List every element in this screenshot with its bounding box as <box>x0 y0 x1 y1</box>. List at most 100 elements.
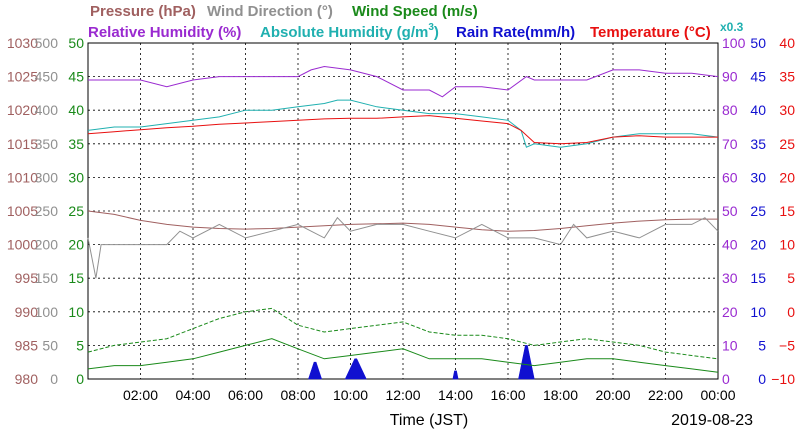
legend-temperature: Temperature (°C) <box>590 24 711 41</box>
rain-rate-tick-3: 35 <box>750 136 766 152</box>
legend-relative-humidity: Relative Humidity (%) <box>88 24 241 41</box>
rain-rate-tick-8: 10 <box>750 304 766 320</box>
legend-multiplier: x0.3 <box>720 20 744 34</box>
grid-lines <box>88 43 718 379</box>
series-0 <box>88 65 719 98</box>
legend-wind-speed: Wind Speed (m/s) <box>352 3 478 20</box>
x-tick-10: 22:00 <box>648 387 683 403</box>
rain-rate-tick-2: 40 <box>750 102 766 118</box>
pressure-tick-8: 990 <box>15 304 39 320</box>
wind-direction-tick-5: 250 <box>35 203 59 219</box>
relative-humidity-tick-10: 0 <box>722 371 730 387</box>
legend-absolute-humidity-sup: 3 <box>428 22 434 33</box>
relative-humidity-tick-1: 90 <box>722 69 738 85</box>
relative-humidity-tick-3: 70 <box>722 136 738 152</box>
rain-rate-tick-5: 25 <box>750 203 766 219</box>
wind-speed-tick-1: 45 <box>68 69 84 85</box>
pressure-tick-9: 985 <box>15 337 39 353</box>
rain-rate-tick-10: 0 <box>758 371 766 387</box>
pressure-tick-3: 1015 <box>7 136 38 152</box>
x-tick-9: 20:00 <box>595 387 630 403</box>
x-tick-8: 18:00 <box>543 387 578 403</box>
rain-rate-tick-9: 5 <box>758 337 766 353</box>
pressure-tick-5: 1005 <box>7 203 38 219</box>
wind-speed-tick-4: 30 <box>68 169 84 185</box>
temperature-tick-3: 25 <box>779 136 795 152</box>
x-tick-1: 04:00 <box>175 387 210 403</box>
relative-humidity-tick-0: 100 <box>722 35 746 51</box>
temperature-tick-2: 30 <box>779 102 795 118</box>
wind-speed-tick-8: 10 <box>68 304 84 320</box>
wind-direction-tick-1: 450 <box>35 69 59 85</box>
rain-rate-tick-0: 50 <box>750 35 766 51</box>
x-tick-6: 14:00 <box>438 387 473 403</box>
series-3 <box>87 210 718 232</box>
x-tick-0: 02:00 <box>123 387 158 403</box>
rain-event-1 <box>344 358 367 380</box>
legend-rain-rate: Rain Rate(mm/h) <box>456 24 575 41</box>
temperature-tick-5: 15 <box>779 203 795 219</box>
legend-wind-direction: Wind Direction (°) <box>207 3 333 20</box>
series-6 <box>87 307 719 360</box>
x-tick-7: 16:00 <box>490 387 525 403</box>
x-tick-11: 00:00 <box>700 387 735 403</box>
temperature-tick-6: 10 <box>779 237 795 253</box>
rain-event-2 <box>452 370 459 380</box>
relative-humidity-tick-5: 50 <box>722 203 738 219</box>
pressure-tick-4: 1010 <box>7 169 38 185</box>
wind-speed-tick-0: 50 <box>68 35 84 51</box>
x-tick-5: 12:00 <box>385 387 420 403</box>
legend-absolute-humidity: Absolute Humidity (g/m3) <box>260 22 439 41</box>
temperature-tick-8: 0 <box>787 304 795 320</box>
wind-speed-tick-7: 15 <box>68 270 84 286</box>
rain-rate-tick-7: 15 <box>750 270 766 286</box>
wind-speed-tick-6: 20 <box>68 237 84 253</box>
series-2 <box>87 115 718 145</box>
wind-speed-tick-9: 5 <box>76 337 84 353</box>
wind-speed-tick-2: 40 <box>68 102 84 118</box>
rain-rate-tick-6: 20 <box>750 237 766 253</box>
rain-rate-series <box>308 345 535 380</box>
legend-pressure: Pressure (hPa) <box>90 3 196 20</box>
relative-humidity-tick-9: 10 <box>722 337 738 353</box>
temperature-tick-1: 35 <box>779 69 795 85</box>
wind-direction-tick-4: 300 <box>35 169 59 185</box>
x-tick-3: 08:00 <box>280 387 315 403</box>
legend-absolute-humidity-close: ) <box>434 24 439 41</box>
pressure-tick-10: 980 <box>15 371 39 387</box>
pressure-tick-7: 995 <box>15 270 39 286</box>
pressure-tick-6: 1000 <box>7 237 38 253</box>
rain-rate-tick-1: 45 <box>750 69 766 85</box>
legend-absolute-humidity-text: Absolute Humidity (g/m <box>260 24 428 41</box>
wind-direction-tick-3: 350 <box>35 136 59 152</box>
pressure-tick-0: 1030 <box>7 35 38 51</box>
x-axis-label: Time (JST) <box>390 412 469 429</box>
relative-humidity-tick-2: 80 <box>722 102 738 118</box>
wind-direction-tick-7: 150 <box>35 270 59 286</box>
relative-humidity-tick-4: 60 <box>722 169 738 185</box>
series-lines <box>87 65 719 373</box>
relative-humidity-tick-8: 20 <box>722 304 738 320</box>
temperature-tick-9: −5 <box>779 337 795 353</box>
rain-rate-tick-4: 30 <box>750 169 766 185</box>
date-label: 2019-08-23 <box>671 412 753 429</box>
relative-humidity-tick-7: 30 <box>722 270 738 286</box>
wind-direction-tick-9: 50 <box>42 337 58 353</box>
x-tick-labels: 02:00 04:00 06:00 08:00 10:00 12:00 14:00 16:00… <box>123 387 736 403</box>
wind-direction-tick-0: 500 <box>35 35 59 51</box>
rain-event-3 <box>518 345 535 380</box>
pressure-tick-2: 1020 <box>7 102 38 118</box>
temperature-tick-4: 20 <box>779 169 795 185</box>
wind-direction-tick-8: 100 <box>35 304 59 320</box>
axis-tick-labels: 1030102510201015101010051000995990985980… <box>7 35 795 387</box>
wind-speed-tick-10: 0 <box>76 371 84 387</box>
wind-direction-tick-6: 200 <box>35 237 59 253</box>
series-5 <box>87 338 719 373</box>
temperature-tick-0: 40 <box>779 35 795 51</box>
wind-speed-tick-3: 35 <box>68 136 84 152</box>
temperature-tick-10: −10 <box>771 371 795 387</box>
wind-speed-tick-5: 25 <box>68 203 84 219</box>
wind-direction-tick-10: 0 <box>50 371 58 387</box>
wind-direction-tick-2: 400 <box>35 102 59 118</box>
